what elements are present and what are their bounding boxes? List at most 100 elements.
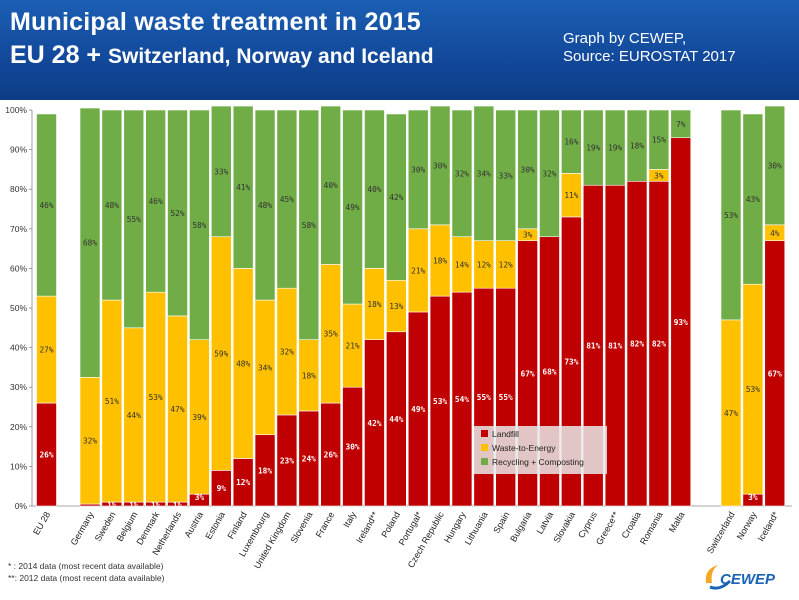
category-label: Estonia xyxy=(203,510,227,541)
data-label: 12% xyxy=(236,478,250,487)
data-label: 52% xyxy=(170,209,184,218)
data-label: 73% xyxy=(564,357,578,366)
bar-segment xyxy=(364,109,385,269)
bar-segment xyxy=(648,109,670,170)
bar-segment xyxy=(407,109,429,230)
data-label: 46% xyxy=(149,197,163,206)
data-label: 42% xyxy=(389,193,403,202)
data-label: 30% xyxy=(433,161,447,170)
data-label: 26% xyxy=(39,451,53,460)
bar-segment xyxy=(386,113,407,281)
bar-segment xyxy=(36,113,57,297)
legend-entry: Landfill xyxy=(492,429,519,439)
data-label: 32% xyxy=(455,169,469,178)
data-label: 40% xyxy=(367,185,381,194)
data-label: 44% xyxy=(389,415,403,424)
data-label: 39% xyxy=(192,413,206,422)
data-label: 49% xyxy=(411,405,425,414)
legend-entry: Recycling + Composting xyxy=(492,457,584,467)
category-label: Cyprus xyxy=(576,510,599,540)
logo-swirl-icon xyxy=(705,565,732,590)
legend-swatch xyxy=(481,444,488,451)
bar-segment xyxy=(742,113,764,285)
credit-line-2: Source: EUROSTAT 2017 xyxy=(563,48,736,65)
data-label: 46% xyxy=(39,201,53,210)
data-label: 33% xyxy=(499,171,513,180)
data-label: 26% xyxy=(324,451,338,460)
data-label: 53% xyxy=(433,397,447,406)
data-label: 34% xyxy=(477,169,491,178)
data-label: 21% xyxy=(411,266,425,275)
bar-segment xyxy=(473,105,495,241)
y-tick-label: 70% xyxy=(10,224,27,234)
category-label: Ireland** xyxy=(354,510,380,545)
category-label: Croatia xyxy=(620,510,643,540)
data-label: 14% xyxy=(455,260,469,269)
data-label: 3% xyxy=(748,493,758,502)
bar-segment xyxy=(604,109,626,186)
bar-segment xyxy=(429,105,451,226)
bar-segment xyxy=(210,105,232,238)
bar-segment xyxy=(764,105,786,226)
data-label: 40% xyxy=(324,181,338,190)
data-label: 1% xyxy=(107,501,117,510)
data-label: 35% xyxy=(324,330,338,339)
data-label: 53% xyxy=(149,393,163,402)
data-label: 42% xyxy=(367,419,381,428)
category-label: Finland xyxy=(225,510,248,541)
data-label: 59% xyxy=(214,350,228,359)
data-label: 18% xyxy=(630,142,644,151)
bar-segment xyxy=(123,109,145,329)
data-label: 23% xyxy=(280,456,294,465)
footnote-2012: **: 2012 data (most recent data availabl… xyxy=(8,573,165,583)
data-label: 16% xyxy=(564,138,578,147)
data-label: 53% xyxy=(724,211,738,220)
data-label: 1% xyxy=(129,501,139,510)
data-label: 9% xyxy=(217,484,227,493)
bar-segment xyxy=(276,109,298,289)
data-label: 18% xyxy=(302,371,316,380)
data-label: 24% xyxy=(302,454,316,463)
y-tick-label: 50% xyxy=(10,303,27,313)
data-label: 44% xyxy=(127,411,141,420)
footnote-2014: * : 2014 data (most recent data availabl… xyxy=(8,561,164,571)
data-label: 53% xyxy=(746,385,760,394)
data-label: 12% xyxy=(477,260,491,269)
data-label: 43% xyxy=(746,195,760,204)
y-tick-label: 40% xyxy=(10,343,27,353)
data-label: 19% xyxy=(586,144,600,153)
data-label: 55% xyxy=(477,393,491,402)
data-label: 51% xyxy=(105,397,119,406)
bar-segment xyxy=(539,109,560,238)
cewep-logo: CEWEP xyxy=(700,557,792,593)
bar-segment xyxy=(670,109,692,139)
y-tick-label: 90% xyxy=(10,145,27,155)
data-label: 41% xyxy=(236,183,250,192)
y-tick-label: 60% xyxy=(10,263,27,273)
data-label: 48% xyxy=(258,201,272,210)
data-label: 68% xyxy=(83,239,97,248)
category-label: Latvia xyxy=(535,510,556,536)
data-label: 15% xyxy=(652,136,666,145)
data-label: 3% xyxy=(654,171,664,180)
data-label: 49% xyxy=(346,203,360,212)
data-label: 54% xyxy=(455,395,469,404)
legend-entry: Waste-to-Energy xyxy=(492,443,556,453)
category-label: Malta xyxy=(667,510,687,534)
category-label: EU 28 xyxy=(31,510,52,537)
data-label: 32% xyxy=(83,437,97,446)
data-label: 82% xyxy=(652,340,666,349)
bar-segment xyxy=(451,109,473,238)
chart-title: Municipal waste treatment in 2015 xyxy=(10,8,421,36)
data-label: 21% xyxy=(346,342,360,351)
bar-segment xyxy=(320,105,341,265)
data-label: 67% xyxy=(768,369,782,378)
data-label: 1% xyxy=(173,501,183,510)
category-label: France xyxy=(314,510,337,539)
bar-segment xyxy=(145,109,166,293)
logo-text: CEWEP xyxy=(720,571,776,588)
bar-segment xyxy=(582,109,604,186)
data-label: 67% xyxy=(521,369,535,378)
data-label: 19% xyxy=(608,144,622,153)
data-label: 3% xyxy=(195,493,205,502)
